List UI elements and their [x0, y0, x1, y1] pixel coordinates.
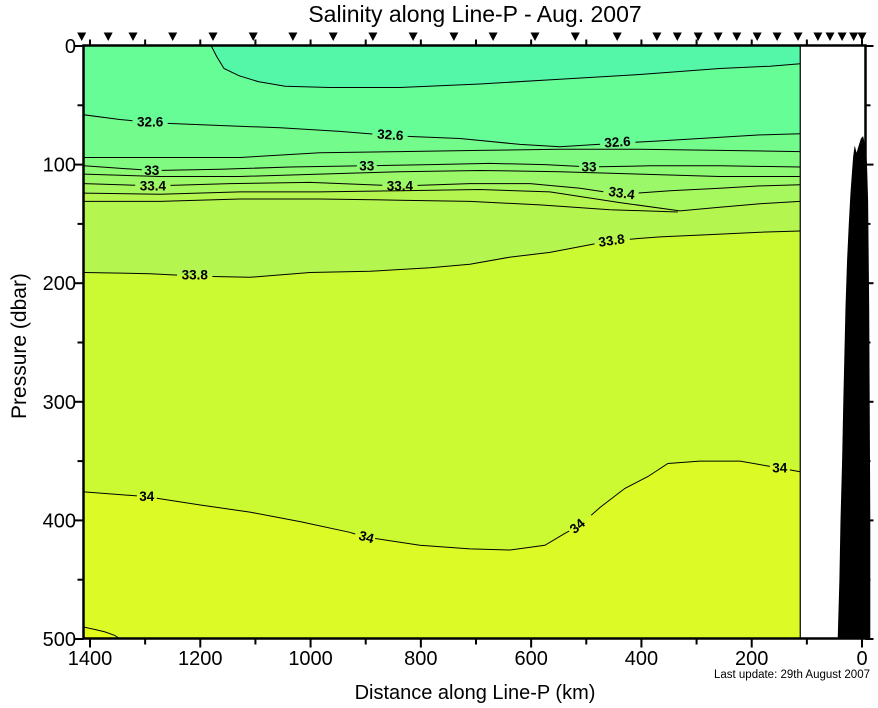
contour-label-33.8: 33.8 [598, 231, 627, 250]
contour-label-32.6: 32.6 [604, 134, 632, 151]
contour-line-33.4 [170, 181, 383, 186]
station-marker-icon [77, 32, 87, 41]
station-marker-icon [813, 32, 823, 41]
chart-title: Salinity along Line-P - Aug. 2007 [308, 1, 642, 27]
contour-label-33.4: 33.4 [140, 178, 167, 193]
contour-line-33.4 [417, 183, 604, 193]
contour-line-33.8 [629, 230, 801, 240]
x-tick-label: 1400 [68, 648, 113, 670]
station-marker-icon [408, 32, 418, 41]
contour-band-above-32.4 [211, 46, 801, 88]
contour-line-34 [590, 460, 770, 516]
contour-label-33: 33 [581, 160, 597, 175]
update-note: Last update: 29th August 2007 [713, 669, 870, 681]
x-tick-label: 600 [514, 648, 547, 670]
contour-line-33.6 [84, 188, 801, 212]
x-axis-title: Distance along Line-P (km) [354, 682, 596, 704]
y-axis-title: Pressure (dbar) [8, 273, 31, 419]
contour-line-33.4 [84, 183, 136, 186]
y-tick-label: 0 [65, 36, 76, 58]
contour-band-group [84, 46, 801, 639]
contour-line-33 [84, 165, 142, 171]
station-marker-icon [652, 32, 662, 41]
x-tick-label: 200 [735, 648, 768, 670]
station-marker-icon [488, 32, 498, 41]
contour-line-33 [598, 165, 801, 168]
station-marker-icon [825, 32, 835, 41]
station-marker-icon [168, 32, 178, 41]
station-marker-icon [449, 32, 459, 41]
contour-line-33.7 [84, 198, 678, 213]
station-marker-icon [103, 32, 113, 41]
station-marker-icon [772, 32, 782, 41]
contour-line-34 [156, 497, 356, 535]
x-tick-label: 800 [404, 648, 437, 670]
contour-label-32.6: 32.6 [377, 127, 405, 144]
contour-line-32.8 [84, 148, 801, 158]
station-marker-icon [713, 32, 723, 41]
x-tick-label: 1200 [178, 648, 223, 670]
y-tick-label: 400 [43, 510, 76, 532]
station-marker-icon [530, 32, 540, 41]
contour-label-33: 33 [144, 163, 160, 178]
contour-line-33.4 [638, 184, 801, 194]
y-tick-label: 200 [43, 273, 76, 295]
contour-label-34: 34 [139, 489, 155, 504]
contour-line-33 [161, 165, 357, 171]
station-marker-icon [612, 32, 622, 41]
station-marker-icon [837, 32, 847, 41]
contour-line-34 [84, 491, 137, 497]
y-tick-label: 100 [43, 155, 76, 177]
station-marker-icon [288, 32, 298, 41]
contour-line-32.6 [635, 133, 801, 143]
y-tick-label: 300 [43, 392, 76, 414]
station-marker-icon [793, 32, 803, 41]
contour-line-34.2 [84, 626, 120, 639]
x-tick-label: 400 [625, 648, 658, 670]
station-marker-icon [248, 32, 258, 41]
station-marker-icon [208, 32, 218, 41]
station-marker-icon [328, 32, 338, 41]
contour-line-32.6 [84, 114, 133, 122]
contour-line-34 [789, 469, 801, 473]
y-tick-label: 500 [43, 629, 76, 651]
station-marker-icon [128, 32, 138, 41]
contour-line-32.4 [210, 46, 801, 88]
contour-label-33: 33 [359, 158, 375, 173]
contour-label-32.6: 32.6 [137, 114, 164, 129]
station-marker-icon [672, 32, 682, 41]
station-marker-icon [732, 32, 742, 41]
contour-line-33.8 [212, 243, 595, 278]
contour-label-33.8: 33.8 [182, 267, 209, 282]
station-marker-icon [368, 32, 378, 41]
contour-line-33.8 [84, 272, 178, 276]
x-tick-label: 0 [856, 648, 867, 670]
station-marker-icon [570, 32, 580, 41]
contour-line-34 [375, 530, 570, 551]
contour-label-33.4: 33.4 [608, 184, 637, 203]
contour-label-34: 34 [357, 528, 376, 547]
station-marker-icon [849, 32, 859, 41]
station-marker-icon [752, 32, 762, 41]
contour-label-33.4: 33.4 [387, 178, 414, 193]
contour-label-34: 34 [772, 461, 788, 476]
bathymetry-shape [837, 136, 871, 639]
station-marker-icon [693, 32, 703, 41]
contour-band-below-34 [84, 461, 801, 639]
station-marker-icon [857, 32, 867, 41]
contour-band-below-34.2 [84, 627, 120, 639]
contour-line-32.6 [407, 135, 601, 148]
contour-line-33.2 [84, 169, 801, 177]
contour-line-32.6 [167, 122, 373, 135]
contour-line-33 [376, 162, 580, 167]
x-tick-label: 1000 [288, 648, 333, 670]
